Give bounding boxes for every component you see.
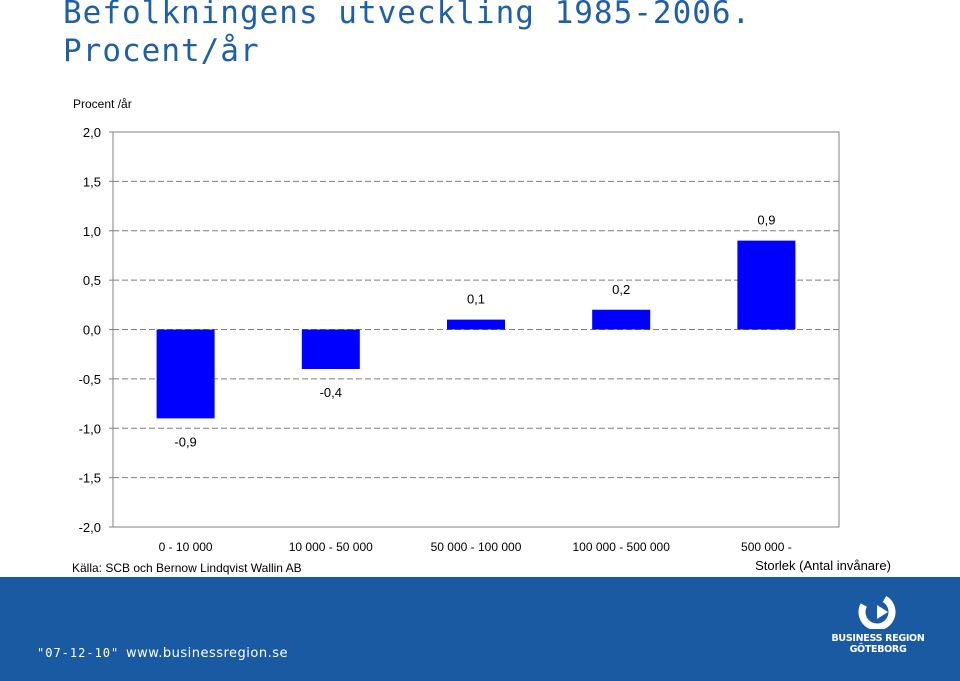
y-tick-label: 2,0 [83,125,101,140]
y-tick-label: -0,5 [79,372,101,387]
y-tick-label: 1,0 [83,224,101,239]
x-tick-label: 50 000 - 100 000 [431,540,522,554]
y-tick-label: -2,0 [79,520,101,535]
y-axis-title: Procent /år [73,97,132,111]
slide-title: Befolkningens utveckling 1985-2006. Proc… [63,0,751,70]
y-tick-label: -1,5 [79,471,101,486]
axes [109,131,840,528]
data-label: -0,9 [174,434,196,449]
logo-text-line2: GÖTEBORG [849,644,907,655]
source-note: Källa: SCB och Bernow Lindqvist Wallin A… [72,561,302,575]
x-tick-label: 500 000 - [741,540,792,554]
website-link[interactable]: www.businessregion.se [126,646,289,661]
bar [301,329,360,369]
grid [113,180,839,479]
business-region-logo: BUSINESS REGION GÖTEBORG [828,595,928,657]
x-tick-label: 100 000 - 500 000 [572,540,670,554]
bar [737,240,796,330]
bar [156,329,215,419]
data-label: 0,1 [467,292,485,307]
slide-title-line2: Procent/år [63,33,260,69]
y-tick-label: 0,0 [83,323,101,338]
footer-date: "07-12-10" [37,646,120,660]
chart-labels: 2,0 1,5 1,0 0,5 0,0 -0,5 -1,0 -1,5 -2,0 Procent /… [73,97,891,573]
logo-text-line1: BUSINESS REGION [831,633,925,644]
slide-title-line1: Befolkningens utveckling 1985-2006. [63,0,752,31]
bar [592,309,651,330]
data-label: -0,4 [320,385,342,400]
bar [447,319,505,330]
bars [156,240,796,419]
y-tick-label: -1,0 [79,421,101,436]
data-label: 0,2 [612,282,630,297]
y-tick-label: 0,5 [83,273,101,288]
data-label: 0,9 [757,213,775,228]
x-tick-label: 0 - 10 000 [159,540,213,554]
bar-chart: 2,0 1,5 1,0 0,5 0,0 -0,5 -1,0 -1,5 -2,0 Procent /… [73,97,891,573]
x-tick-label: 10 000 - 50 000 [289,540,373,554]
footer-bar: "07-12-10" www.businessregion.se BUSINES… [0,577,960,681]
logo-icon [858,595,896,629]
y-tick-label: 1,5 [83,174,101,189]
x-axis-title: Storlek (Antal invånare) [755,558,891,573]
